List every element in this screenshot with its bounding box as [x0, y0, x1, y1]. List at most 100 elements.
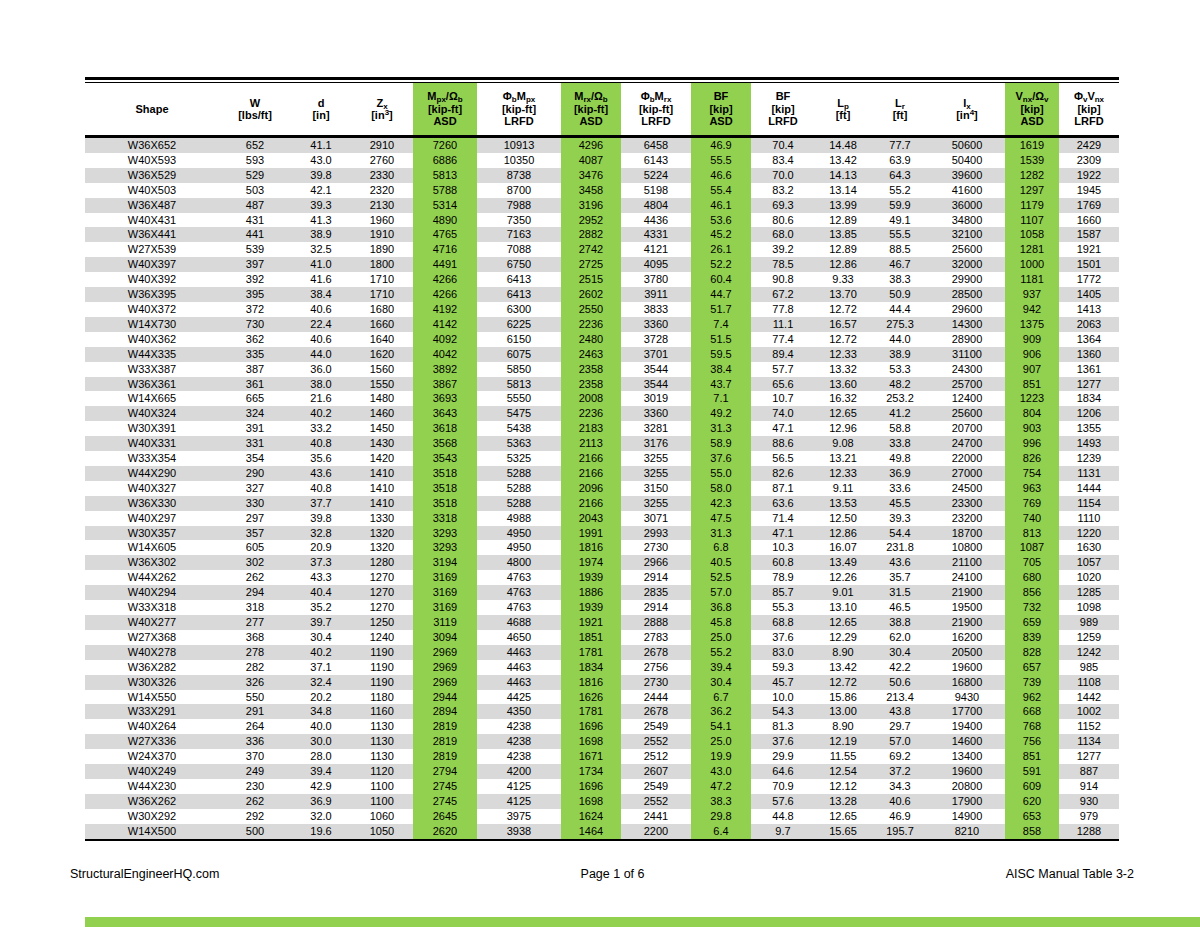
value-cell: 4087 [561, 153, 621, 168]
value-cell: 24500 [929, 481, 1005, 496]
value-cell: 46.6 [691, 168, 751, 183]
value-cell: 3255 [621, 496, 691, 511]
value-cell: 368 [219, 630, 291, 645]
value-cell: 32.5 [291, 242, 351, 257]
value-cell: 31.5 [871, 585, 929, 600]
value-cell: 44.0 [871, 332, 929, 347]
shape-cell: W30X391 [85, 421, 219, 436]
value-cell: 82.6 [751, 466, 815, 481]
value-cell: 29600 [929, 302, 1005, 317]
value-cell: 2480 [561, 332, 621, 347]
value-cell: 70.9 [751, 779, 815, 794]
shape-cell: W40X264 [85, 719, 219, 734]
value-cell: 1939 [561, 570, 621, 585]
value-cell: 41600 [929, 183, 1005, 198]
value-cell: 1710 [351, 272, 413, 287]
value-cell: 1921 [1059, 242, 1119, 257]
value-cell: 15.86 [815, 690, 871, 705]
value-cell: 2166 [561, 451, 621, 466]
value-cell: 1206 [1059, 406, 1119, 421]
value-cell: 4463 [477, 660, 561, 675]
value-cell: 78.9 [751, 570, 815, 585]
value-cell: 7088 [477, 242, 561, 257]
value-cell: 397 [219, 257, 291, 272]
value-cell: 620 [1005, 794, 1059, 809]
value-cell: 3833 [621, 302, 691, 317]
value-cell: 3867 [413, 377, 477, 392]
shape-cell: W36X262 [85, 794, 219, 809]
value-cell: 2894 [413, 704, 477, 719]
value-cell: 13.10 [815, 600, 871, 615]
value-cell: 653 [1005, 809, 1059, 824]
value-cell: 32.8 [291, 526, 351, 541]
value-cell: 1240 [351, 630, 413, 645]
value-cell: 2914 [621, 600, 691, 615]
value-cell: 2969 [413, 645, 477, 660]
table-row: W36X33033037.71410351852882166325542.363… [85, 496, 1119, 511]
value-cell: 858 [1005, 824, 1059, 840]
value-cell: 40.8 [291, 436, 351, 451]
table-row: W40X32732740.81410351852882096315058.087… [85, 481, 1119, 496]
value-cell: 3518 [413, 466, 477, 481]
shape-cell: W36X282 [85, 660, 219, 675]
value-cell: 1087 [1005, 540, 1059, 555]
shape-cell: W40X431 [85, 213, 219, 228]
shape-cell: W36X302 [85, 555, 219, 570]
value-cell: 6300 [477, 302, 561, 317]
value-cell: 851 [1005, 377, 1059, 392]
value-cell: 21900 [929, 615, 1005, 630]
value-cell: 40.6 [871, 794, 929, 809]
shape-cell: W14X550 [85, 690, 219, 705]
column-header: Mpx/Ωb[kip-ft]ASD [413, 83, 477, 137]
value-cell: 1626 [561, 690, 621, 705]
value-cell: 44.4 [871, 302, 929, 317]
shape-cell: W36X487 [85, 198, 219, 213]
column-header: ΦvVnx[kip]LRFD [1059, 83, 1119, 137]
value-cell: 54.4 [871, 526, 929, 541]
value-cell: 1120 [351, 764, 413, 779]
value-cell: 2236 [561, 406, 621, 421]
table-row: W40X59359343.027606886103504087614355.58… [85, 153, 1119, 168]
value-cell: 4804 [621, 198, 691, 213]
value-cell: 1179 [1005, 198, 1059, 213]
value-cell: 3019 [621, 391, 691, 406]
value-cell: 4296 [561, 137, 621, 153]
value-cell: 1834 [1059, 391, 1119, 406]
value-cell: 14600 [929, 734, 1005, 749]
value-cell: 331 [219, 436, 291, 451]
value-cell: 37.7 [291, 496, 351, 511]
value-cell: 3318 [413, 511, 477, 526]
value-cell: 38.3 [691, 794, 751, 809]
value-cell: 42.2 [871, 660, 929, 675]
value-cell: 3938 [477, 824, 561, 840]
table-row: W40X50350342.12320578887003458519855.483… [85, 183, 1119, 198]
value-cell: 6.4 [691, 824, 751, 840]
value-cell: 34.3 [871, 779, 929, 794]
value-cell: 2552 [621, 734, 691, 749]
value-cell: 43.0 [691, 764, 751, 779]
value-cell: 550 [219, 690, 291, 705]
value-cell: 32000 [929, 257, 1005, 272]
value-cell: 46.5 [871, 600, 929, 615]
value-cell: 9.11 [815, 481, 871, 496]
shape-cell: W27X539 [85, 242, 219, 257]
value-cell: 1250 [351, 615, 413, 630]
value-cell: 730 [219, 317, 291, 332]
value-cell: 36.0 [291, 362, 351, 377]
table-row: W33X38738736.01560389258502358354438.457… [85, 362, 1119, 377]
shape-cell: W40X249 [85, 764, 219, 779]
value-cell: 529 [219, 168, 291, 183]
table-row: W44X26226243.31270316947631939291452.578… [85, 570, 1119, 585]
value-cell: 9.08 [815, 436, 871, 451]
value-cell: 7988 [477, 198, 561, 213]
value-cell: 3196 [561, 198, 621, 213]
shape-cell: W40X331 [85, 436, 219, 451]
value-cell: 7350 [477, 213, 561, 228]
value-cell: 2678 [621, 704, 691, 719]
value-cell: 2910 [351, 137, 413, 153]
value-cell: 7.4 [691, 317, 751, 332]
column-header: Zx[in3] [351, 83, 413, 137]
value-cell: 996 [1005, 436, 1059, 451]
value-cell: 2444 [621, 690, 691, 705]
value-cell: 3618 [413, 421, 477, 436]
